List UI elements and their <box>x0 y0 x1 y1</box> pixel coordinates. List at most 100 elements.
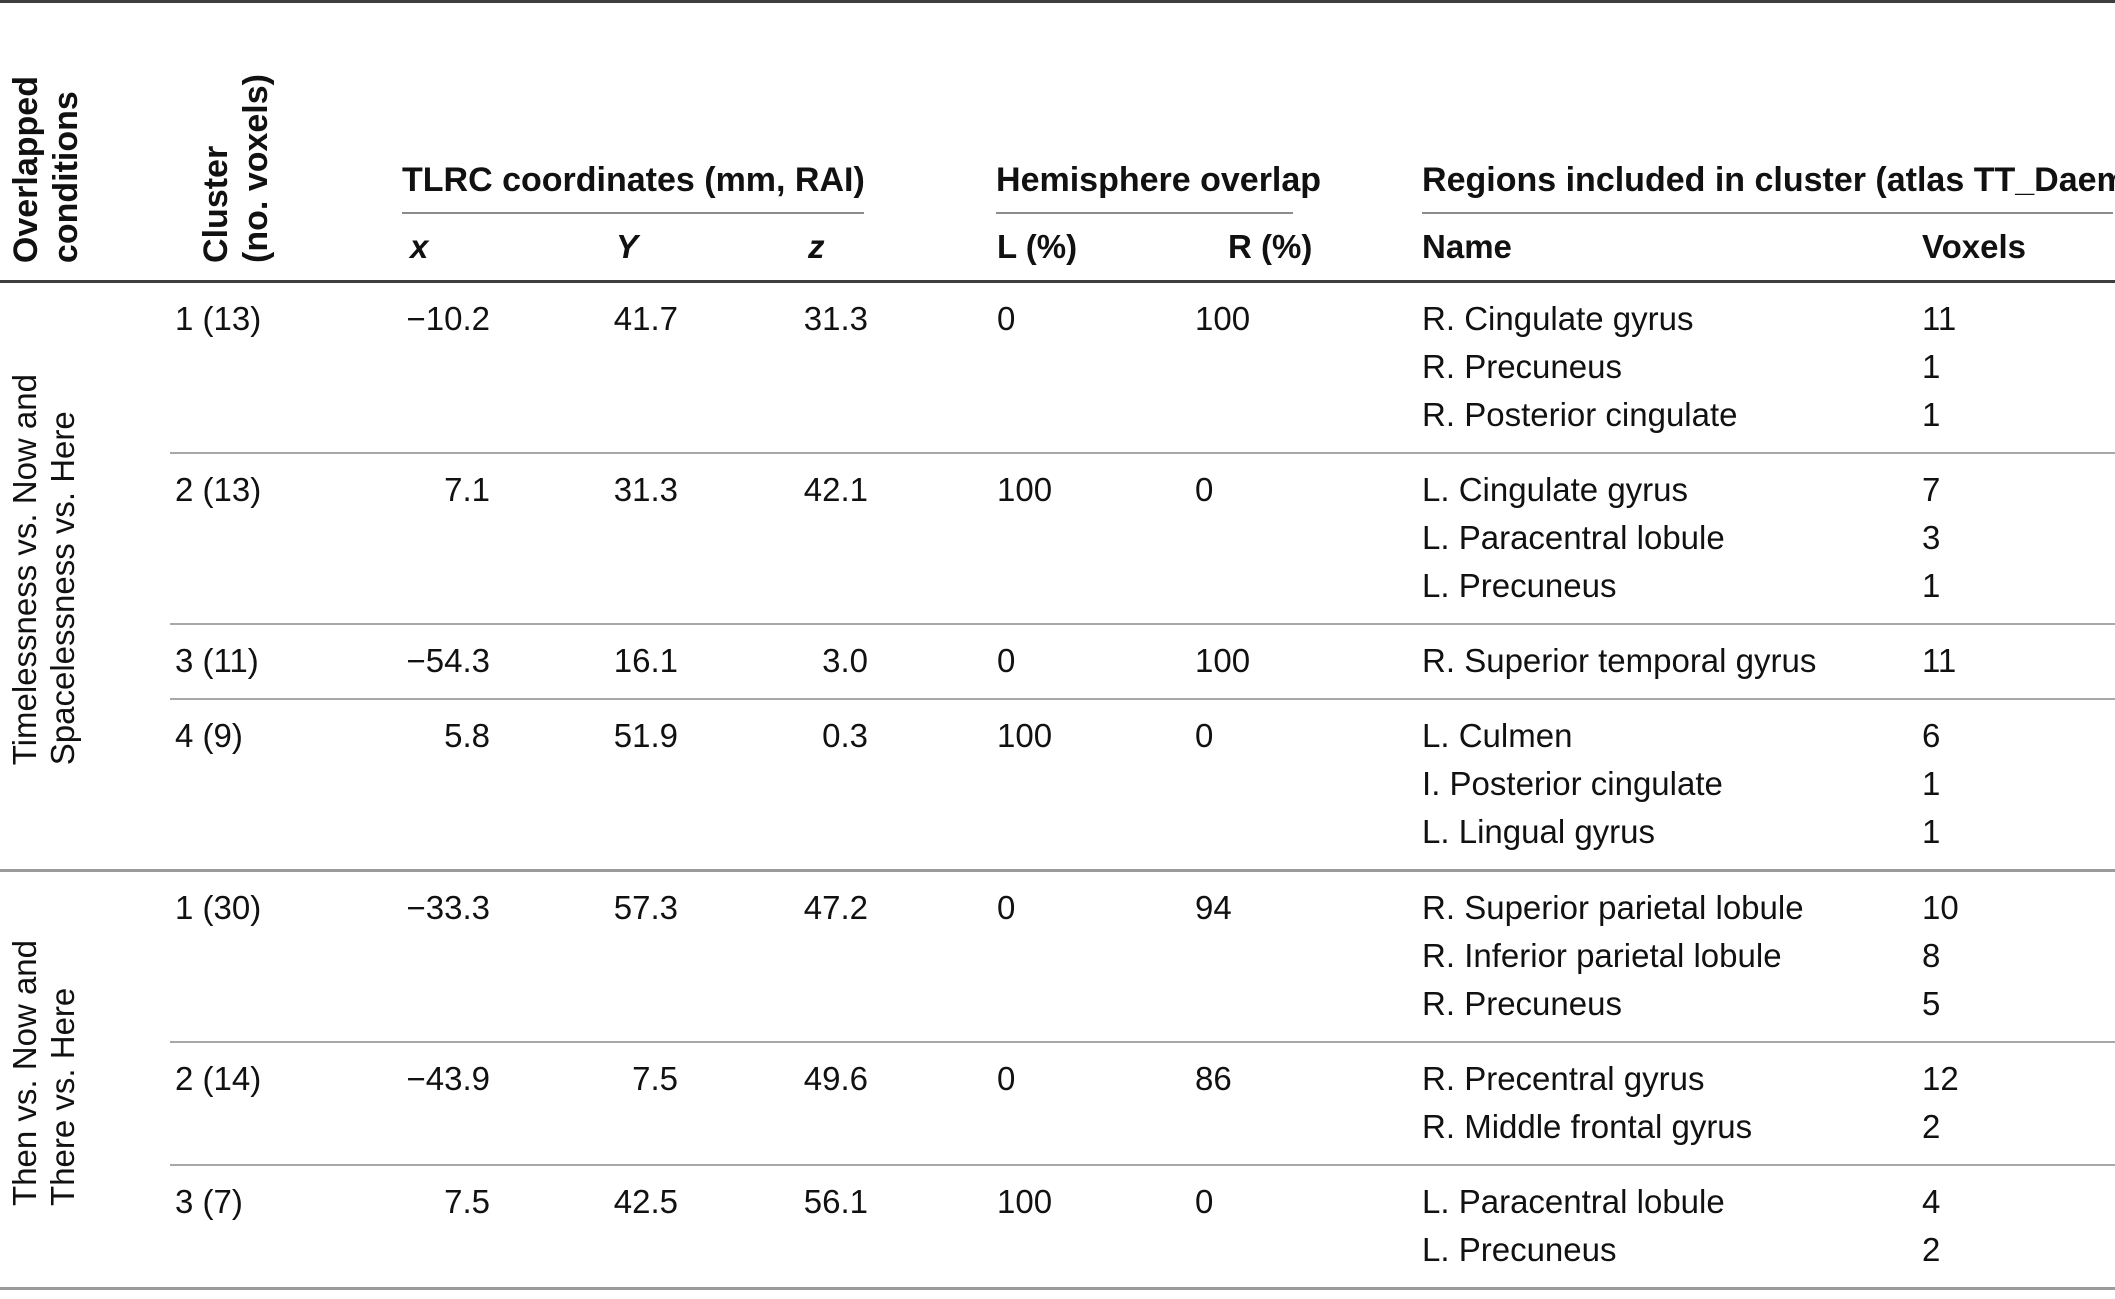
region-name: R. Inferior parietal lobule <box>1422 937 1782 974</box>
table-row: 3 (11) −54.3 16.1 3.0 0 100 R. Superior … <box>0 623 2115 699</box>
x-value: 7.5 <box>400 1164 610 1290</box>
z-value: 3.0 <box>800 623 876 699</box>
left-hemisphere-value: 100 <box>875 698 1086 871</box>
region-voxels: 1 <box>1922 396 1941 433</box>
cluster-cell: 2 (14) <box>170 1041 400 1165</box>
header-overlapped-conditions-label: Overlapped conditions <box>7 75 85 263</box>
x-value: −54.3 <box>400 623 610 699</box>
condition-group-2: Then vs. Now and There vs. Here <box>0 869 170 1290</box>
region-voxels: 1 <box>1922 813 1941 850</box>
region-names-cell: R. Precentral gyrus R. Middle frontal gy… <box>1420 1041 1921 1165</box>
region-voxels: 3 <box>1922 519 1941 556</box>
region-voxels-cell: 4 2 <box>1920 1164 2115 1290</box>
left-hemisphere-value: 0 <box>875 623 1086 699</box>
subheader-x: x <box>400 213 610 283</box>
region-name: R. Precuneus <box>1422 348 1622 385</box>
region-voxels: 10 <box>1922 889 1959 926</box>
region-names-cell: R. Superior parietal lobule R. Inferior … <box>1420 869 1921 1042</box>
header-cluster-label: Cluster (no. voxels) <box>197 74 275 263</box>
z-value: 31.3 <box>803 300 869 337</box>
region-name: R. Middle frontal gyrus <box>1422 1108 1753 1145</box>
right-hemisphere-value: 100 <box>1085 623 1421 699</box>
region-name: L. Paracentral lobule <box>1422 519 1725 556</box>
table-row: 3 (7) 7.5 42.5 56.1 100 0 L. Paracentral… <box>0 1164 2115 1290</box>
z-value: 42.1 <box>800 452 876 624</box>
z-value: 49.6 <box>800 1041 876 1165</box>
cluster-cell: 1 (30) <box>170 869 400 1042</box>
left-hemisphere-value: 100 <box>875 452 1086 624</box>
region-voxels-cell: 10 8 5 <box>1920 869 2115 1042</box>
region-voxels: 1 <box>1922 348 1941 385</box>
subheader-region-name: Name <box>1420 213 1921 283</box>
region-name: R. Posterior cingulate <box>1422 396 1738 433</box>
region-voxels-cell: 7 3 1 <box>1920 452 2115 624</box>
header-group-tlrc: TLRC coordinates (mm, RAI) <box>400 0 876 214</box>
left-hemisphere-value: 0 <box>875 869 1086 1042</box>
region-voxels-cell: 11 <box>1920 623 2115 699</box>
y-value: 42.5 <box>610 1164 800 1290</box>
region-names-cell: R. Cingulate gyrus R. Precuneus R. Poste… <box>1420 282 1920 454</box>
right-hemisphere-value: 0 <box>1085 698 1421 871</box>
region-voxels: 11 <box>1922 300 1957 337</box>
right-hemisphere-value: 0 <box>1085 452 1421 624</box>
region-name: L. Culmen <box>1422 717 1573 754</box>
region-names-cell: L. Paracentral lobule L. Precuneus <box>1420 1164 1921 1290</box>
x-value: −10.2 <box>406 300 491 337</box>
table-row: Timelessness vs. Now and Spacelessness v… <box>0 282 2115 765</box>
region-voxels: 1 <box>1922 567 1941 604</box>
header-group-regions-label: Regions included in cluster (atlas TT_Da… <box>1422 161 2115 214</box>
region-voxels: 6 <box>1922 717 1941 754</box>
region-name: L. Lingual gyrus <box>1422 813 1656 850</box>
region-voxels: 5 <box>1922 985 1941 1022</box>
cluster-cell: 3 (7) <box>170 1164 400 1290</box>
right-hemisphere-value: 0 <box>1085 1164 1421 1290</box>
subheader-left-pct: L (%) <box>875 213 1086 283</box>
region-name: I. Posterior cingulate <box>1422 765 1723 802</box>
subheader-z: z <box>800 213 876 283</box>
y-value: 51.9 <box>610 698 800 871</box>
region-name: R. Superior parietal lobule <box>1422 889 1804 926</box>
region-name: L. Paracentral lobule <box>1422 1183 1725 1220</box>
region-names-cell: R. Superior temporal gyrus <box>1420 623 1921 699</box>
region-voxels-cell: 6 1 1 <box>1920 698 2115 871</box>
region-voxels: 1 <box>1922 765 1941 802</box>
y-value: 57.3 <box>610 869 800 1042</box>
subheader-y: Y <box>610 213 800 283</box>
right-hemisphere-value: 86 <box>1085 1041 1421 1165</box>
header-group-regions: Regions included in cluster (atlas TT_Da… <box>1420 0 2115 214</box>
x-value: 7.1 <box>400 452 610 624</box>
condition-group-1: Timelessness vs. Now and Spacelessness v… <box>0 282 170 871</box>
region-name: L. Precuneus <box>1422 1231 1617 1268</box>
right-hemisphere-value: 94 <box>1085 869 1421 1042</box>
y-value: 41.7 <box>613 300 678 337</box>
region-voxels: 8 <box>1922 937 1941 974</box>
cluster-cell: 4 (9) <box>170 698 400 871</box>
table-row: 2 (13) 7.1 31.3 42.1 100 0 L. Cingulate … <box>0 452 2115 624</box>
region-name: R. Superior temporal gyrus <box>1422 642 1817 679</box>
region-voxels: 2 <box>1922 1108 1941 1145</box>
left-hemisphere-value: 100 <box>875 1164 1086 1290</box>
subheader-voxels: Voxels <box>1920 213 2115 283</box>
right-hemisphere-value: 100 <box>1195 300 1251 337</box>
z-value: 47.2 <box>800 869 876 1042</box>
condition-label: Then vs. Now and There vs. Here <box>6 940 81 1206</box>
cluster-cell: 2 (13) <box>170 452 400 624</box>
y-value: 16.1 <box>610 623 800 699</box>
region-voxels: 11 <box>1922 642 1957 679</box>
z-value: 0.3 <box>800 698 876 871</box>
table-row: 2 (14) −43.9 7.5 49.6 0 86 R. Precentral… <box>0 1041 2115 1165</box>
z-value: 56.1 <box>800 1164 876 1290</box>
header-group-hemisphere-label: Hemisphere overlap <box>996 161 1321 214</box>
header-group-tlrc-label: TLRC coordinates (mm, RAI) <box>402 161 865 214</box>
region-name: R. Precuneus <box>1422 985 1622 1022</box>
region-name: R. Precentral gyrus <box>1422 1060 1705 1097</box>
x-value: −43.9 <box>400 1041 610 1165</box>
region-voxels: 4 <box>1922 1183 1941 1220</box>
cluster-cell: 3 (11) <box>170 623 400 699</box>
x-value: 5.8 <box>400 698 610 871</box>
header-overlapped-conditions: Overlapped conditions <box>0 0 170 283</box>
header-group-hemisphere: Hemisphere overlap <box>875 0 1421 214</box>
subheader-right-pct: R (%) <box>1085 213 1421 283</box>
